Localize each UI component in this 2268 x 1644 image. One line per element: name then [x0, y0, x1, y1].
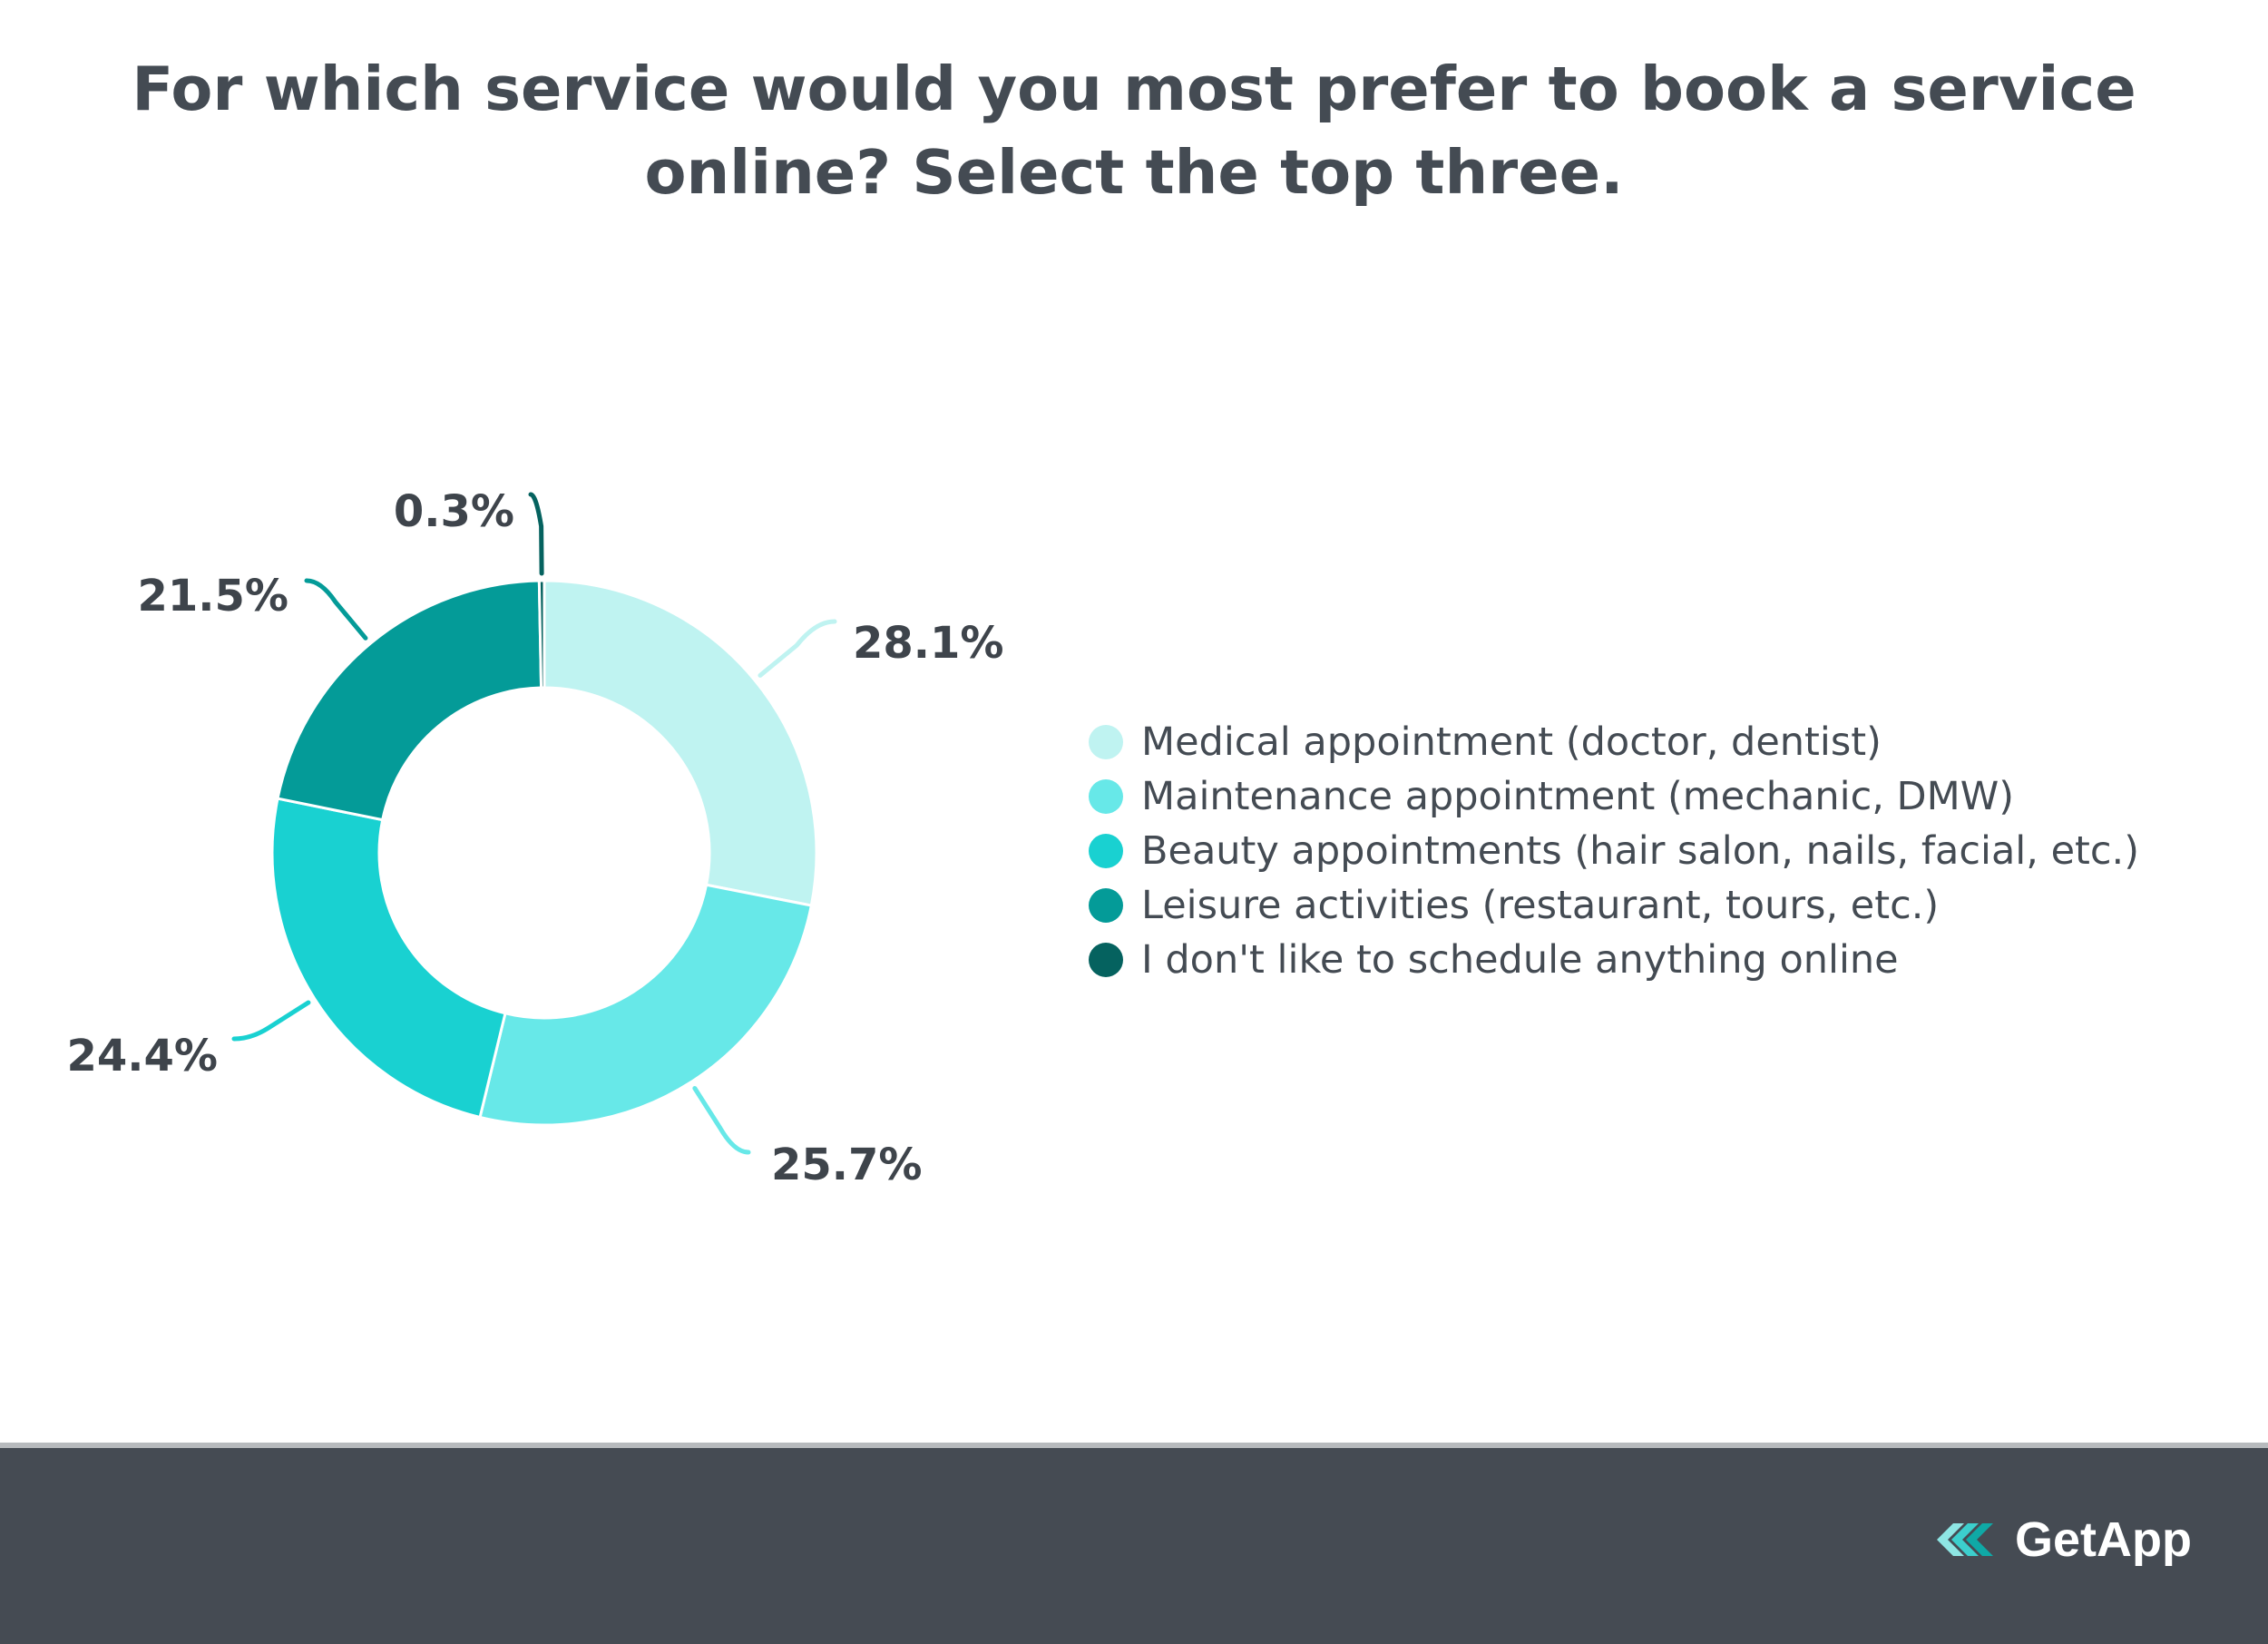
legend-label: I don't like to schedule anything online	[1141, 937, 1899, 983]
donut-slices	[270, 579, 818, 1127]
donut-slice	[478, 883, 814, 1127]
donut-slice	[543, 579, 818, 907]
leader-line	[528, 492, 544, 576]
legend-item: Leisure activities (restaurant, tours, e…	[1089, 878, 2139, 933]
donut-chart: 28.1% 25.7% 24.4% 21.5% 0.3%	[66, 486, 1003, 1190]
chart-title: For which service would you most prefer …	[132, 54, 2136, 208]
brand-name: GetApp	[2015, 1512, 2192, 1567]
leader-line	[758, 619, 837, 678]
donut-slice	[276, 579, 543, 822]
legend-item: Beauty appointments (hair salon, nails, …	[1089, 824, 2139, 878]
legend-label: Maintenance appointment (mechanic, DMW)	[1141, 774, 2015, 819]
legend-label: Medical appointment (doctor, dentist)	[1141, 719, 1882, 765]
legend-swatch	[1089, 834, 1123, 868]
legend-item: Maintenance appointment (mechanic, DMW)	[1089, 769, 2139, 824]
brand-logo: GetApp	[1933, 1512, 2192, 1568]
donut-slice	[270, 797, 507, 1120]
legend-item: Medical appointment (doctor, dentist)	[1089, 715, 2139, 769]
data-label: 21.5%	[137, 571, 288, 621]
legend-swatch	[1089, 725, 1123, 759]
legend-label: Beauty appointments (hair salon, nails, …	[1141, 828, 2139, 874]
data-labels: 28.1% 25.7% 24.4% 21.5% 0.3%	[66, 486, 1003, 1190]
leader-line	[692, 1086, 751, 1155]
getapp-logo-icon	[1937, 1523, 1993, 1556]
data-label: 25.7%	[771, 1140, 923, 1190]
footer-bar: GetApp	[0, 1443, 2268, 1644]
legend-swatch	[1089, 779, 1123, 814]
data-label: 24.4%	[66, 1031, 218, 1081]
donut-slice	[537, 579, 546, 690]
legend-label: Leisure activities (restaurant, tours, e…	[1141, 883, 1940, 928]
chart-legend: Medical appointment (doctor, dentist) Mai…	[1089, 715, 2139, 987]
data-label: 28.1%	[853, 618, 1004, 669]
leader-lines	[231, 492, 837, 1155]
legend-swatch	[1089, 943, 1123, 977]
legend-item: I don't like to schedule anything online	[1089, 933, 2139, 987]
data-label: 0.3%	[394, 486, 514, 537]
legend-swatch	[1089, 888, 1123, 923]
leader-line	[231, 1000, 311, 1042]
leader-line	[304, 578, 368, 641]
